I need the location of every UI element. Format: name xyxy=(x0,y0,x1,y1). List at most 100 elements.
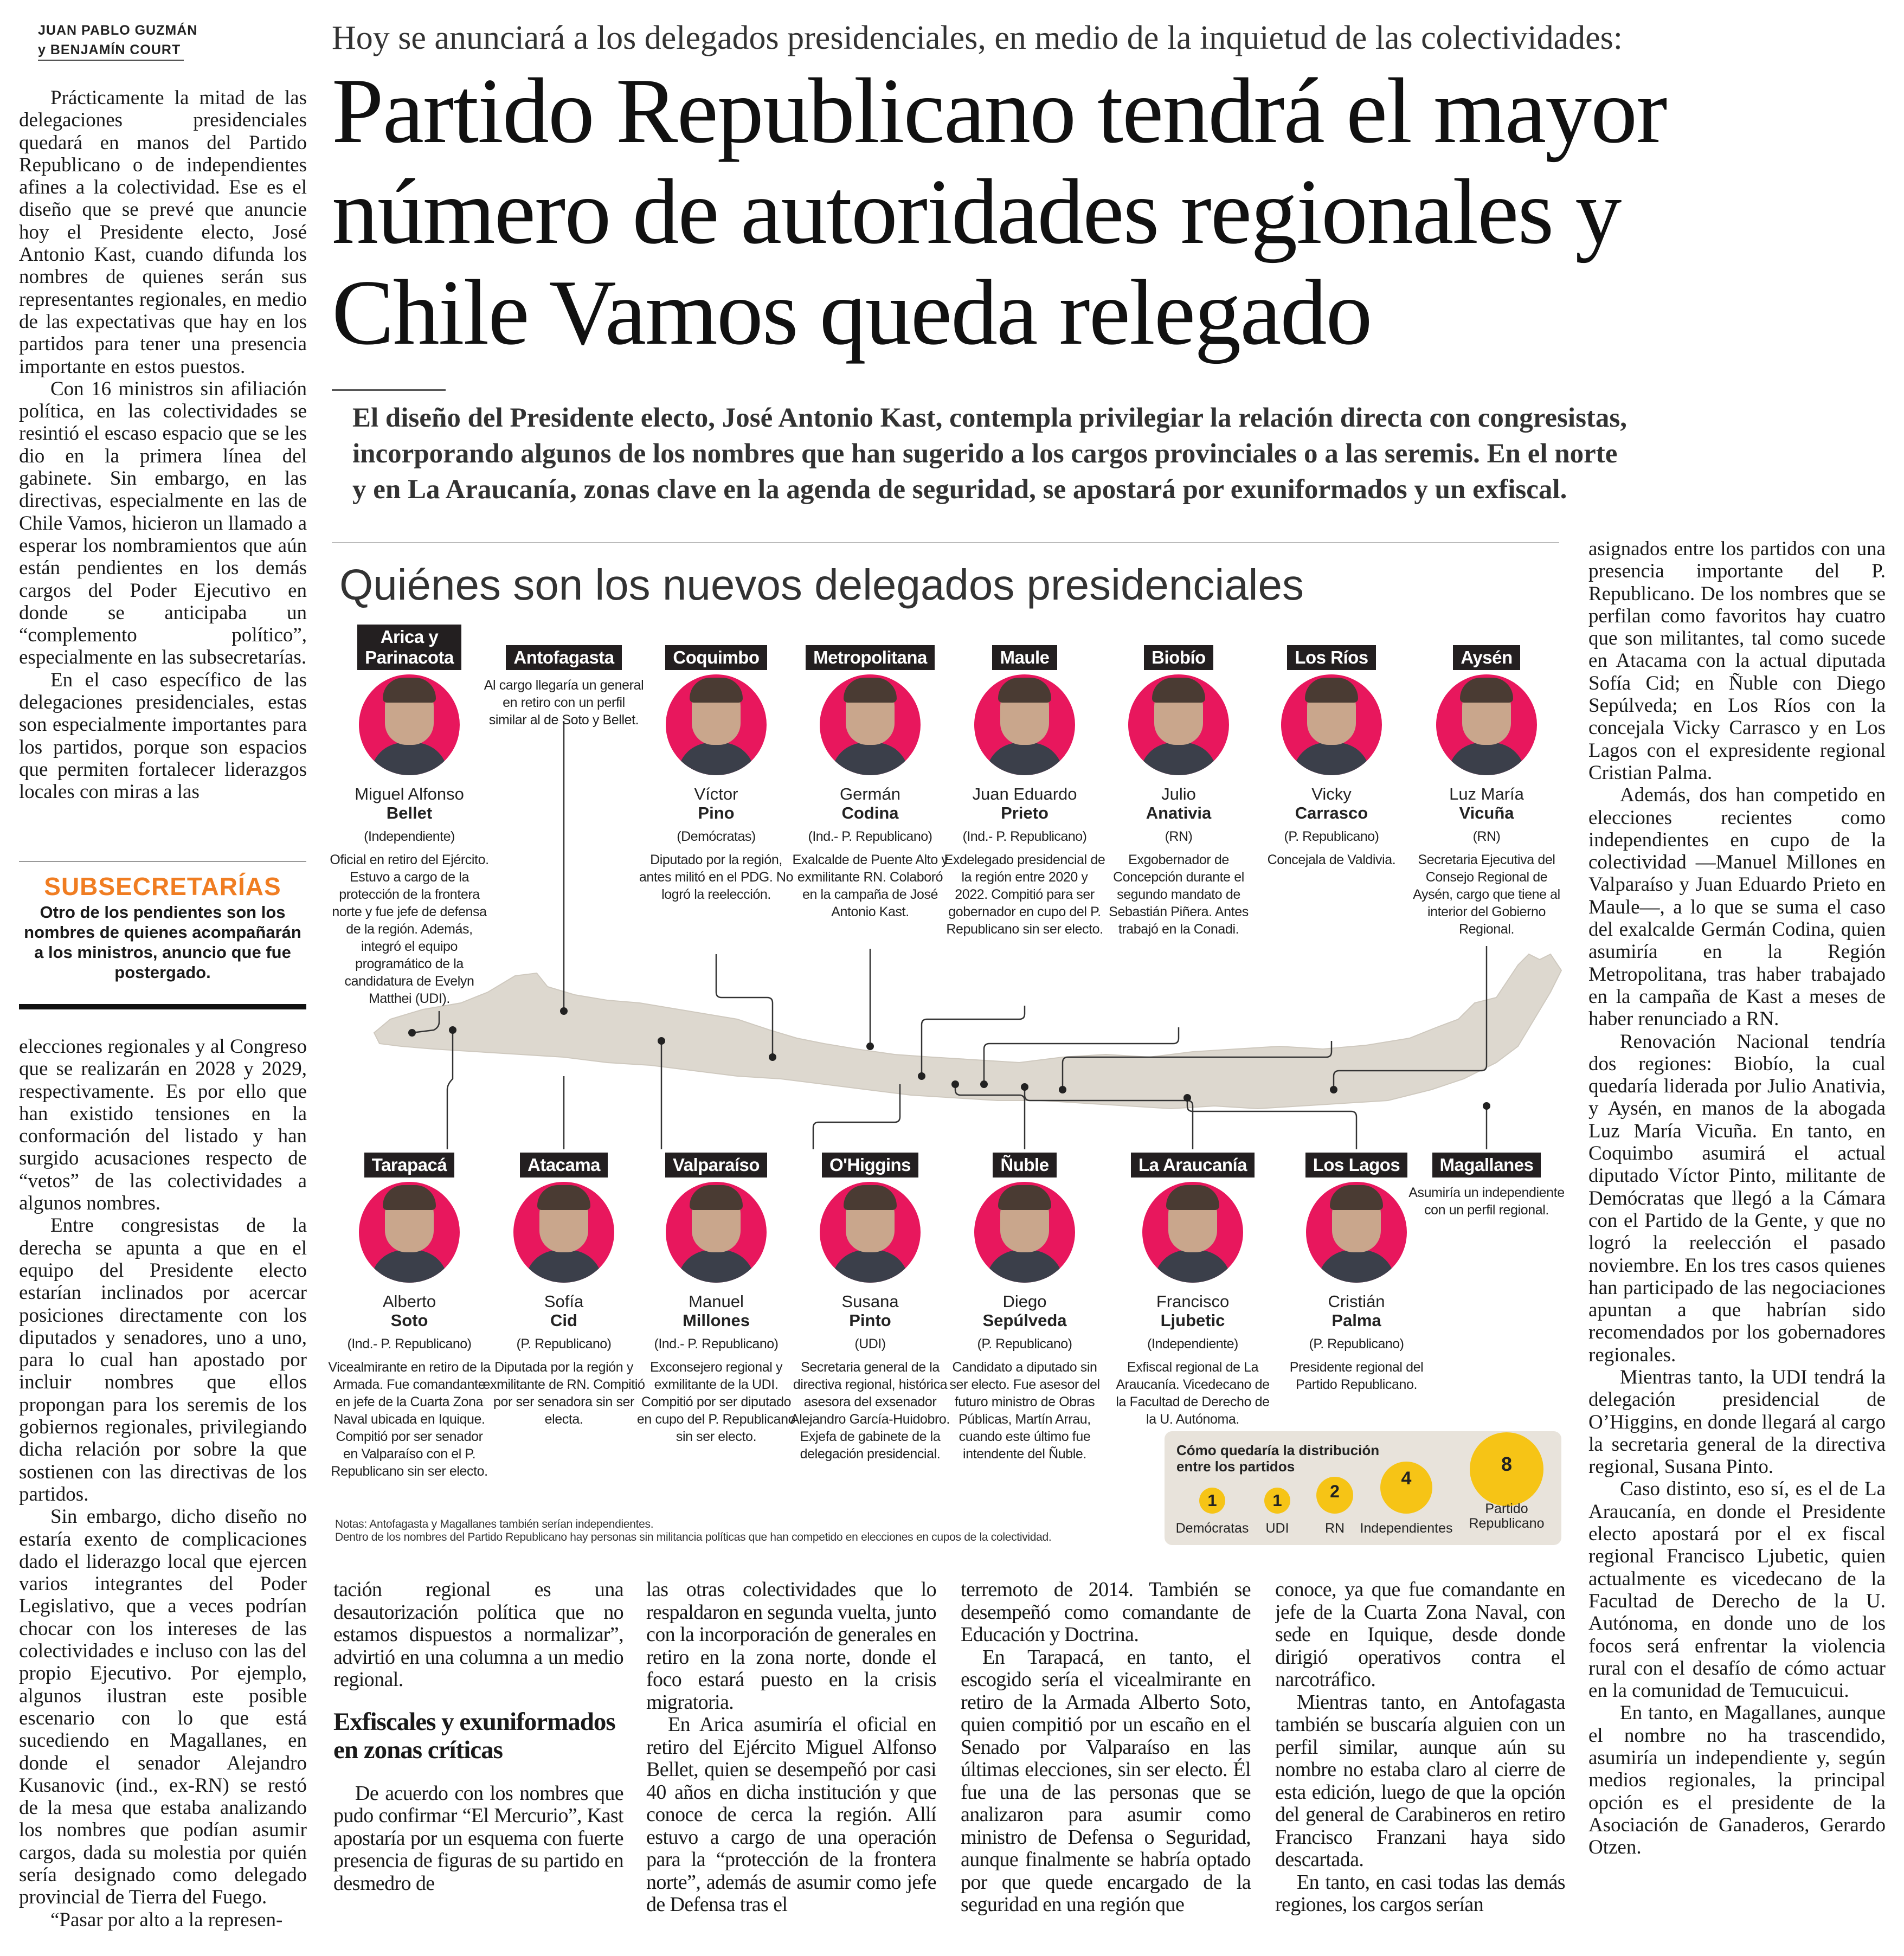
photo-body xyxy=(371,743,448,775)
delegate-party: (P. Republicano) xyxy=(977,1336,1072,1352)
photo-body xyxy=(1293,743,1370,775)
party-label: RN xyxy=(1324,1521,1345,1536)
paragraph: asignados entre los partidos con una pre… xyxy=(1588,538,1886,784)
body-column-2: las otras colectividades que lo respalda… xyxy=(646,1579,936,1936)
map-dot xyxy=(1330,1086,1337,1093)
delegate-card-bottom: Valparaíso Manuel Millones (Ind.- P. Republ… xyxy=(635,1125,797,1445)
region-label-wrap: Ñuble xyxy=(943,1125,1106,1178)
photo-body xyxy=(525,1250,602,1283)
photo-hair xyxy=(690,678,743,703)
paragraph: Entre congresistas de la derecha se apun… xyxy=(19,1214,307,1505)
connector-line xyxy=(1024,1087,1194,1149)
delegate-first-name: Cristián xyxy=(1328,1292,1385,1311)
delegate-first-name: Francisco xyxy=(1156,1292,1230,1311)
sidebox-text: Otro de los pendientes son los nombres d… xyxy=(24,903,301,982)
photo-body xyxy=(1154,1250,1231,1283)
photo-hair xyxy=(1330,1185,1383,1210)
delegate-first-name: Diego xyxy=(1002,1292,1047,1311)
region-label: Biobío xyxy=(1144,645,1213,670)
delegate-last-name: Vicuña xyxy=(1459,803,1514,822)
paragraph: las otras colectividades que lo respalda… xyxy=(646,1579,936,1714)
party-bubble: 2 xyxy=(1316,1477,1353,1514)
delegate-last-name: Sepúlveda xyxy=(982,1311,1067,1330)
photo-body xyxy=(1318,1250,1395,1283)
photo-body xyxy=(678,1250,755,1283)
delegate-photo xyxy=(974,674,1075,775)
photo-hair xyxy=(1460,678,1513,703)
region-label: Los Lagos xyxy=(1305,1153,1408,1178)
delegate-first-name: Miguel Alfonso xyxy=(355,784,464,803)
region-label: Antofagasta xyxy=(506,645,622,670)
delegate-description: Oficial en retiro del Ejército. Estuvo a… xyxy=(330,852,489,1006)
delegate-last-name: Palma xyxy=(1331,1311,1381,1330)
delegate-party: (Independiente) xyxy=(364,829,455,844)
delegate-first-name: Susana xyxy=(841,1292,899,1311)
region-label: Maule xyxy=(992,645,1057,670)
photo-body xyxy=(1140,743,1217,775)
paragraph: conoce, ya que fue comandante en jefe de… xyxy=(1275,1579,1565,1691)
paragraph: En el caso específico de las delegacione… xyxy=(19,668,307,803)
delegate-description: Diputada por la región y exmilitante de … xyxy=(483,1360,645,1427)
photo-hair xyxy=(998,1185,1051,1210)
photo-hair xyxy=(844,678,897,703)
paragraph: En tanto, en Magallanes, aunque el nombr… xyxy=(1588,1702,1886,1859)
delegate-description: Secretaria general de la directiva regio… xyxy=(790,1360,950,1462)
delegate-card-bottom: Los Lagos Cristián Palma (P. Republicano) Pr… xyxy=(1275,1125,1438,1393)
photo-body xyxy=(678,743,755,775)
delegate-card-bottom: Ñuble Diego Sepúlveda (P. Republicano) Candi… xyxy=(943,1125,1106,1463)
connector-line xyxy=(1333,946,1488,1090)
region-label-wrap: Biobío xyxy=(1097,618,1260,670)
deck: El diseño del Presidente electo, José An… xyxy=(352,400,1627,507)
connector-lines xyxy=(411,721,1488,1149)
paragraph: De acuerdo con los nombres que pudo conf… xyxy=(333,1781,623,1895)
photo-body xyxy=(371,1250,448,1283)
photo-hair xyxy=(1305,678,1358,703)
party-bubble: 4 xyxy=(1380,1462,1432,1514)
delegate-photo xyxy=(666,674,767,775)
photo-body xyxy=(986,1250,1063,1283)
connector-line xyxy=(1186,1098,1358,1149)
note: Notas: Antofagasta y Magallanes también … xyxy=(335,1518,654,1530)
party-count: 2 xyxy=(1330,1481,1340,1501)
delegate-photo xyxy=(1142,1182,1243,1283)
paragraph: En tanto, en casi todas las demás region… xyxy=(1275,1870,1565,1916)
region-label-wrap: Valparaíso xyxy=(635,1125,797,1178)
delegate-first-name: Alberto xyxy=(382,1292,436,1311)
infographic-notes: Notas: Antofagasta y Magallanes también … xyxy=(335,1518,1052,1544)
party-count: 4 xyxy=(1401,1468,1412,1489)
photo-hair xyxy=(537,1185,590,1210)
delegate-party: (P. Republicano) xyxy=(1309,1336,1404,1352)
delegate-card-bottom: Atacama Sofía Cid (P. Republicano) Diputada … xyxy=(483,1125,645,1428)
delegate-last-name: Millones xyxy=(682,1311,750,1330)
connector-line xyxy=(812,1084,901,1149)
delegate-photo xyxy=(820,1182,921,1283)
map-dot xyxy=(866,1043,874,1050)
region-label: O'Higgins xyxy=(821,1153,918,1178)
delegate-description: Secretaria Ejecutiva del Consejo Regiona… xyxy=(1413,852,1560,937)
paragraph: terremoto de 2014. También se desempeñó … xyxy=(961,1579,1251,1646)
delegate-description: Concejala de Valdivia. xyxy=(1267,852,1396,867)
paragraph: “Pasar por alto a la represen- xyxy=(50,1908,283,1931)
party-bubble: 8 xyxy=(1470,1432,1543,1506)
delegate-photo xyxy=(974,1182,1075,1283)
delegate-photo xyxy=(513,1182,614,1283)
region-label-wrap: Magallanes xyxy=(1405,1125,1568,1178)
deck-line: y en La Araucanía, zonas clave en la age… xyxy=(352,474,1567,505)
note: Dentro de los nombres del Partido Republ… xyxy=(335,1531,1052,1543)
region-label-wrap: Los Ríos xyxy=(1250,618,1413,670)
connector-line xyxy=(411,1011,440,1034)
delegate-card-top: Arica y Parinacota Miguel Alfonso Bellet (I… xyxy=(328,618,491,1007)
delegate-photo xyxy=(1281,674,1382,775)
map-dot xyxy=(408,1029,416,1037)
paragraph: En Tarapacá, en tanto, el escogido sería… xyxy=(961,1645,1251,1916)
region-label: Aysén xyxy=(1453,645,1520,670)
paragraph: Sin embargo, dicho diseño no estaría exe… xyxy=(19,1505,307,1909)
delegate-party: (RN) xyxy=(1165,829,1193,844)
region-label: Valparaíso xyxy=(665,1153,768,1178)
party-count: 1 xyxy=(1272,1491,1282,1510)
map-dot xyxy=(560,1007,568,1015)
sidebox-title: SUBSECRETARÍAS xyxy=(44,872,281,900)
delegate-first-name: Juan Eduardo xyxy=(972,784,1077,803)
paragraph: Prácticamente la mitad de las delegacion… xyxy=(19,87,307,378)
delegate-first-name: Víctor xyxy=(694,784,738,803)
